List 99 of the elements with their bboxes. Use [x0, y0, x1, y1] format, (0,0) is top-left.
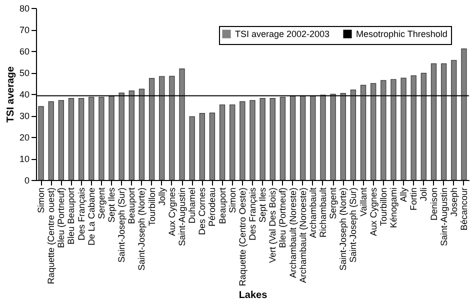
- x-tick-label: Tourbillon: [378, 188, 388, 226]
- x-tick-label: Aux Cygnes: [166, 187, 177, 236]
- bar: [88, 96, 94, 180]
- x-tick-label: Archambault: [308, 187, 318, 238]
- bar: [58, 100, 64, 180]
- x-tick-label: Ally: [398, 187, 409, 202]
- y-tick-label: 30: [19, 111, 30, 121]
- bar: [260, 98, 266, 180]
- bar: [209, 112, 216, 180]
- bar: [320, 94, 326, 180]
- bar: [410, 75, 416, 180]
- x-tick-label: De La Cabane: [86, 188, 96, 246]
- bar: [340, 93, 346, 180]
- bar: [118, 92, 124, 180]
- bar: [169, 76, 175, 180]
- x-tick-label: Bleu (Portneuf): [56, 188, 66, 248]
- x-tick-label: Sergent: [328, 187, 338, 220]
- bar: [179, 68, 185, 180]
- y-tick-label: 60: [19, 46, 30, 56]
- x-tick-label: Archambault (Noreste): [288, 188, 298, 278]
- bar: [461, 48, 467, 180]
- x-tick-label: Aux Cygnes: [368, 187, 378, 236]
- y-tick-label: 70: [19, 25, 30, 35]
- bar: [250, 100, 256, 180]
- x-tick-label: Archambault (Noroeste): [298, 188, 308, 284]
- x-tick-label: Sept Iles: [258, 187, 268, 223]
- x-tick-label: Raquette (Centre ouest): [46, 188, 56, 284]
- x-tick-label: Fortin: [408, 188, 419, 211]
- x-tick-label: Des Français: [76, 187, 86, 241]
- bar: [310, 96, 316, 180]
- x-tick-label: Sergent: [96, 187, 106, 220]
- x-tick-label: Bécancour: [458, 188, 469, 231]
- y-tick-label: 80: [19, 4, 30, 14]
- x-tick-label: Saint-Joseph (Norte): [136, 188, 147, 271]
- x-tick-label: Simon: [36, 188, 46, 214]
- bar: [199, 113, 205, 180]
- x-tick-label: Saint-Augustin: [177, 188, 188, 246]
- bar: [420, 72, 427, 180]
- bar: [300, 96, 306, 180]
- x-tick-label: Des Français: [248, 187, 258, 241]
- bar: [68, 98, 74, 180]
- x-tick-label: Saint-Joseph (Norte): [338, 188, 348, 271]
- bar: [159, 76, 165, 180]
- legend-label: TSI average 2002-2003: [235, 28, 330, 39]
- bar: [400, 78, 406, 180]
- bar: [48, 101, 54, 180]
- bar: [370, 83, 376, 180]
- x-tick-label: Kénogami: [388, 188, 398, 228]
- y-tick-label: 0: [24, 176, 30, 186]
- x-tick-label: Des Cornes: [197, 187, 208, 236]
- x-tick-label: Vert (Val Des Bois): [268, 188, 278, 263]
- x-tick-label: Bleu Beauport: [66, 187, 76, 245]
- bar: [148, 78, 155, 180]
- bar: [230, 104, 236, 180]
- bar: [138, 88, 145, 180]
- x-tick-label: Jolly: [156, 187, 167, 206]
- x-tick-label: Richambault: [318, 187, 328, 238]
- bar: [330, 94, 336, 180]
- x-tick-label: Duhamel: [187, 188, 198, 224]
- x-tick-label: Saint-Joseph (Sur): [348, 188, 358, 263]
- bar: [430, 63, 437, 180]
- x-tick-label: Sept Iles: [106, 187, 117, 223]
- y-tick-label: 20: [19, 132, 30, 142]
- x-tick-label: Denison: [428, 188, 439, 221]
- bar: [441, 63, 447, 180]
- x-tick-label: Vaillant: [358, 187, 368, 216]
- x-tick-label: Saint-Augustin: [438, 188, 449, 246]
- x-tick-label: Joli: [418, 188, 429, 202]
- bar: [451, 60, 457, 180]
- x-tick-label: Raquette (Centro Oeste): [237, 188, 248, 286]
- bar: [240, 101, 246, 180]
- bar: [270, 98, 276, 180]
- y-tick-label: 50: [19, 68, 30, 78]
- y-axis-title: TSI average: [5, 66, 16, 123]
- x-tick-label: Tourbillon: [146, 188, 157, 226]
- bar: [219, 104, 226, 180]
- bar: [360, 84, 366, 180]
- x-tick-label: Bleu (Portneuf): [278, 188, 288, 248]
- x-tick-label: Saint-Joseph (Sur): [116, 188, 127, 263]
- bar: [390, 79, 396, 180]
- y-tick-label: 40: [19, 90, 30, 100]
- x-axis-title: Lakes: [238, 290, 268, 302]
- bar: [290, 96, 296, 180]
- bar: [78, 98, 84, 180]
- x-tick-label: Beauport: [217, 187, 228, 224]
- legend-label: Mesotrophic Threshold: [356, 28, 448, 39]
- bar: [108, 96, 114, 180]
- bar: [380, 80, 386, 180]
- bar: [280, 96, 286, 180]
- bar: [38, 106, 44, 180]
- x-tick-label: Beauport: [126, 187, 137, 224]
- bar: [98, 96, 104, 180]
- bar: [189, 116, 195, 180]
- bar: [128, 90, 134, 180]
- x-tick-label: Pérodeau: [207, 188, 218, 227]
- x-tick-label: Joseph: [448, 188, 459, 217]
- bar: [350, 90, 356, 180]
- y-tick-label: 10: [19, 154, 30, 164]
- x-tick-label: Simon: [227, 188, 238, 214]
